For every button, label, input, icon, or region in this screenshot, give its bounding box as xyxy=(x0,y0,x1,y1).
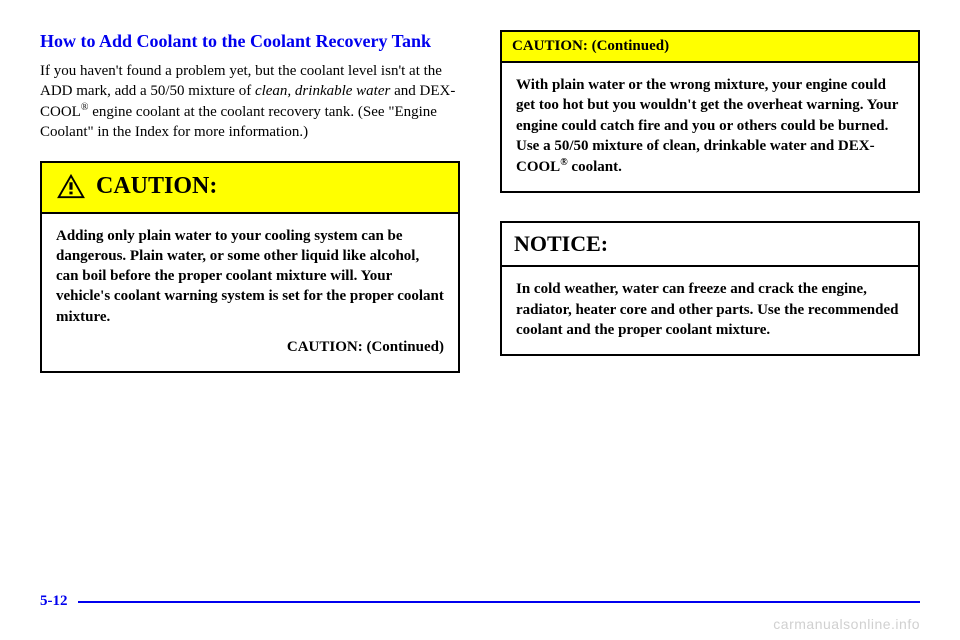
left-column: How to Add Coolant to the Coolant Recove… xyxy=(40,30,460,401)
caution-cont-text-2: COOL xyxy=(516,159,560,175)
caution-continued-box: CAUTION: (Continued) With plain water or… xyxy=(500,30,920,193)
caution-cont-text-3: coolant. xyxy=(568,159,622,175)
caution-cont-hyphen: - xyxy=(870,138,875,154)
intro-text-2: and DEX xyxy=(390,83,450,99)
caution-box: CAUTION: Adding only plain water to your… xyxy=(40,161,460,374)
intro-hyphen: - xyxy=(450,83,455,99)
caution-continued-title: CAUTION: (Continued) xyxy=(512,38,669,55)
caution-cont-text-1: With plain water or the wrong mixture, y… xyxy=(516,77,898,154)
page-body: How to Add Coolant to the Coolant Recove… xyxy=(0,0,960,401)
caution-label: CAUTION: xyxy=(96,173,217,200)
notice-header: NOTICE: xyxy=(502,223,918,267)
warning-icon xyxy=(56,173,86,199)
caution-continued-header: CAUTION: (Continued) xyxy=(502,32,918,63)
caution-body-text: Adding only plain water to your cooling … xyxy=(56,228,444,325)
caution-body: Adding only plain water to your cooling … xyxy=(42,214,458,372)
footer-rule xyxy=(78,601,921,603)
intro-text-3: COOL xyxy=(40,104,81,120)
page-number: 5-12 xyxy=(40,593,68,610)
notice-box: NOTICE: In cold weather, water can freez… xyxy=(500,221,920,356)
right-column: CAUTION: (Continued) With plain water or… xyxy=(500,30,920,401)
intro-paragraph: If you haven't found a problem yet, but … xyxy=(40,61,460,143)
intro-text-4: engine coolant at the coolant recovery t… xyxy=(40,104,437,140)
caution-continued-body: With plain water or the wrong mixture, y… xyxy=(502,63,918,191)
registered-mark-2: ® xyxy=(560,157,567,168)
page-footer: 5-12 xyxy=(40,593,920,610)
watermark: carmanualsonline.info xyxy=(773,616,920,632)
section-heading: How to Add Coolant to the Coolant Recove… xyxy=(40,30,460,53)
intro-text-italic: clean, drinkable water xyxy=(255,83,390,99)
notice-body: In cold weather, water can freeze and cr… xyxy=(502,267,918,354)
caution-continued-label: CAUTION: (Continued) xyxy=(56,337,444,357)
caution-header: CAUTION: xyxy=(42,163,458,214)
